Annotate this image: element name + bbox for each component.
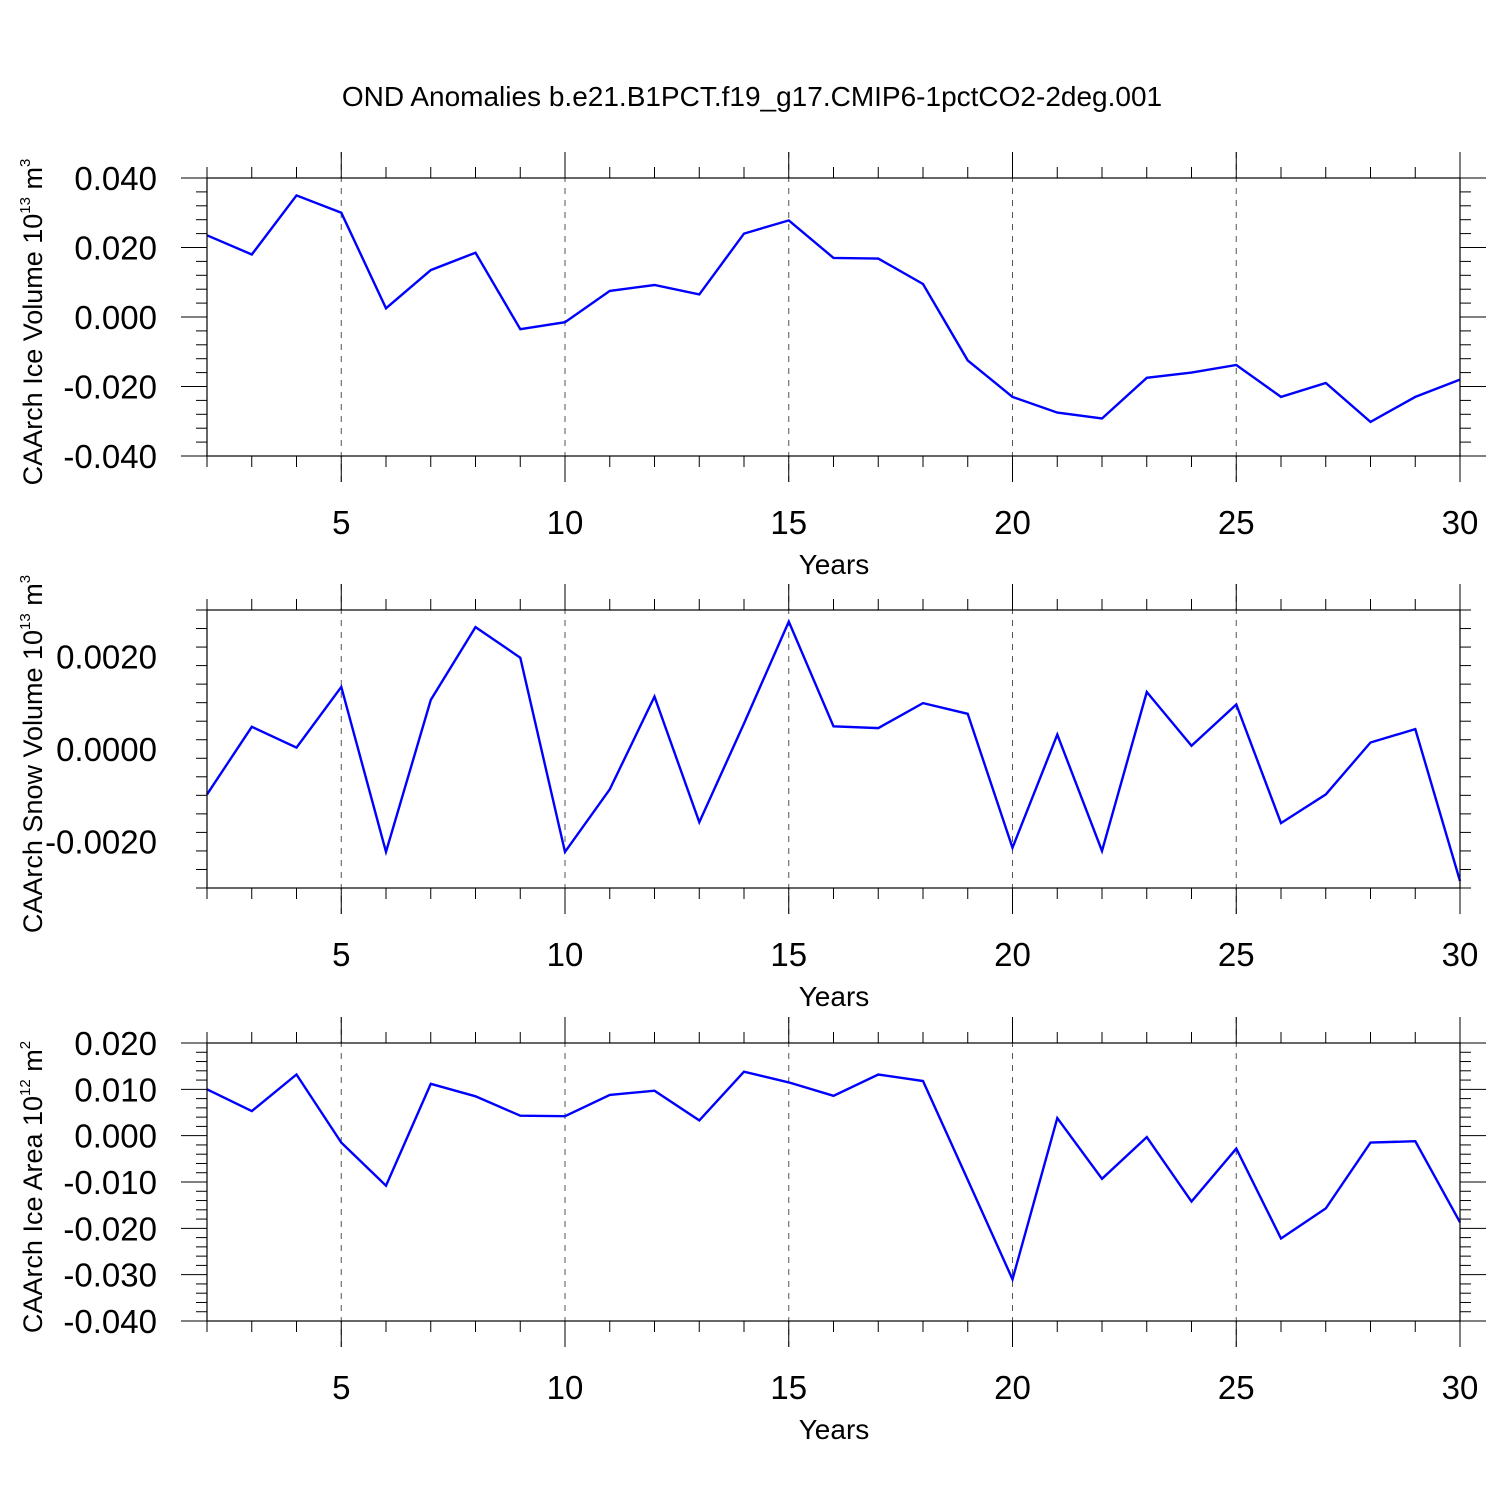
x-tick-label: 20 [994,504,1031,541]
x-tick-label: 10 [547,1369,584,1406]
y-tick-label: 0.020 [74,1025,157,1062]
panel-ice-volume: -0.040 -0.020 0.000 0.020 0.040 5 10 15 20 25 30 Ye… [17,152,1486,580]
x-tick-label: 10 [547,936,584,973]
plot-frame [206,177,1461,457]
chart-title: OND Anomalies b.e21.B1PCT.f19_g17.CMIP6-… [342,81,1162,112]
y-tick-label: 0.000 [74,1118,157,1155]
x-tick-label: 20 [994,936,1031,973]
plot-frame [206,1042,1461,1322]
y-tick-label: -0.040 [63,438,157,475]
x-tick-label: 10 [547,504,584,541]
y-tick-label: -0.020 [63,1210,157,1247]
data-line [205,618,1462,882]
y-tick-label: -0.0020 [45,824,157,861]
x-tick-label: 15 [770,1369,807,1406]
panel-ice-area: -0.040 -0.030 -0.020 -0.010 0.000 0.010 0.020 5… [17,1017,1486,1445]
y-tick-label: 0.010 [74,1071,157,1108]
x-tick-label: 15 [770,936,807,973]
x-axis-label: Years [799,549,870,580]
data-line [206,1070,1462,1283]
y-tick-label: -0.010 [63,1164,157,1201]
x-tick-label: 20 [994,1369,1031,1406]
x-axis-label: Years [799,1414,870,1445]
y-tick-label: 0.000 [74,299,157,336]
x-tick-label: 5 [332,1369,350,1406]
x-tick-label: 25 [1218,1369,1255,1406]
y-tick-label: 0.040 [74,160,157,197]
x-tick-label: 30 [1442,1369,1479,1406]
y-tick-label: 0.0000 [56,731,157,768]
x-tick-label: 30 [1442,504,1479,541]
y-tick-label: -0.030 [63,1257,157,1294]
y-tick-label: 0.0020 [56,638,157,675]
data-line [206,193,1461,424]
x-tick-label: 5 [332,504,350,541]
x-tick-label: 15 [770,504,807,541]
panel-snow-volume: -0.0020 0.0000 0.0020 5 10 15 20 25 30 Years CAArc… [17,575,1478,1012]
y-tick-label: 0.020 [74,230,157,267]
y-axis-label: CAArch Snow Volume 1013 m3 [17,575,48,933]
x-tick-label: 5 [332,936,350,973]
plot-frame [206,609,1461,889]
y-tick-label: -0.040 [63,1303,157,1340]
x-tick-label: 30 [1442,936,1479,973]
x-tick-label: 25 [1218,504,1255,541]
y-axis-label: CAArch Ice Volume 1013 m3 [17,159,48,486]
x-tick-label: 25 [1218,936,1255,973]
x-axis-label: Years [799,981,870,1012]
y-axis-label: CAArch Ice Area 1012 m2 [17,1041,48,1333]
y-tick-label: -0.020 [63,369,157,406]
